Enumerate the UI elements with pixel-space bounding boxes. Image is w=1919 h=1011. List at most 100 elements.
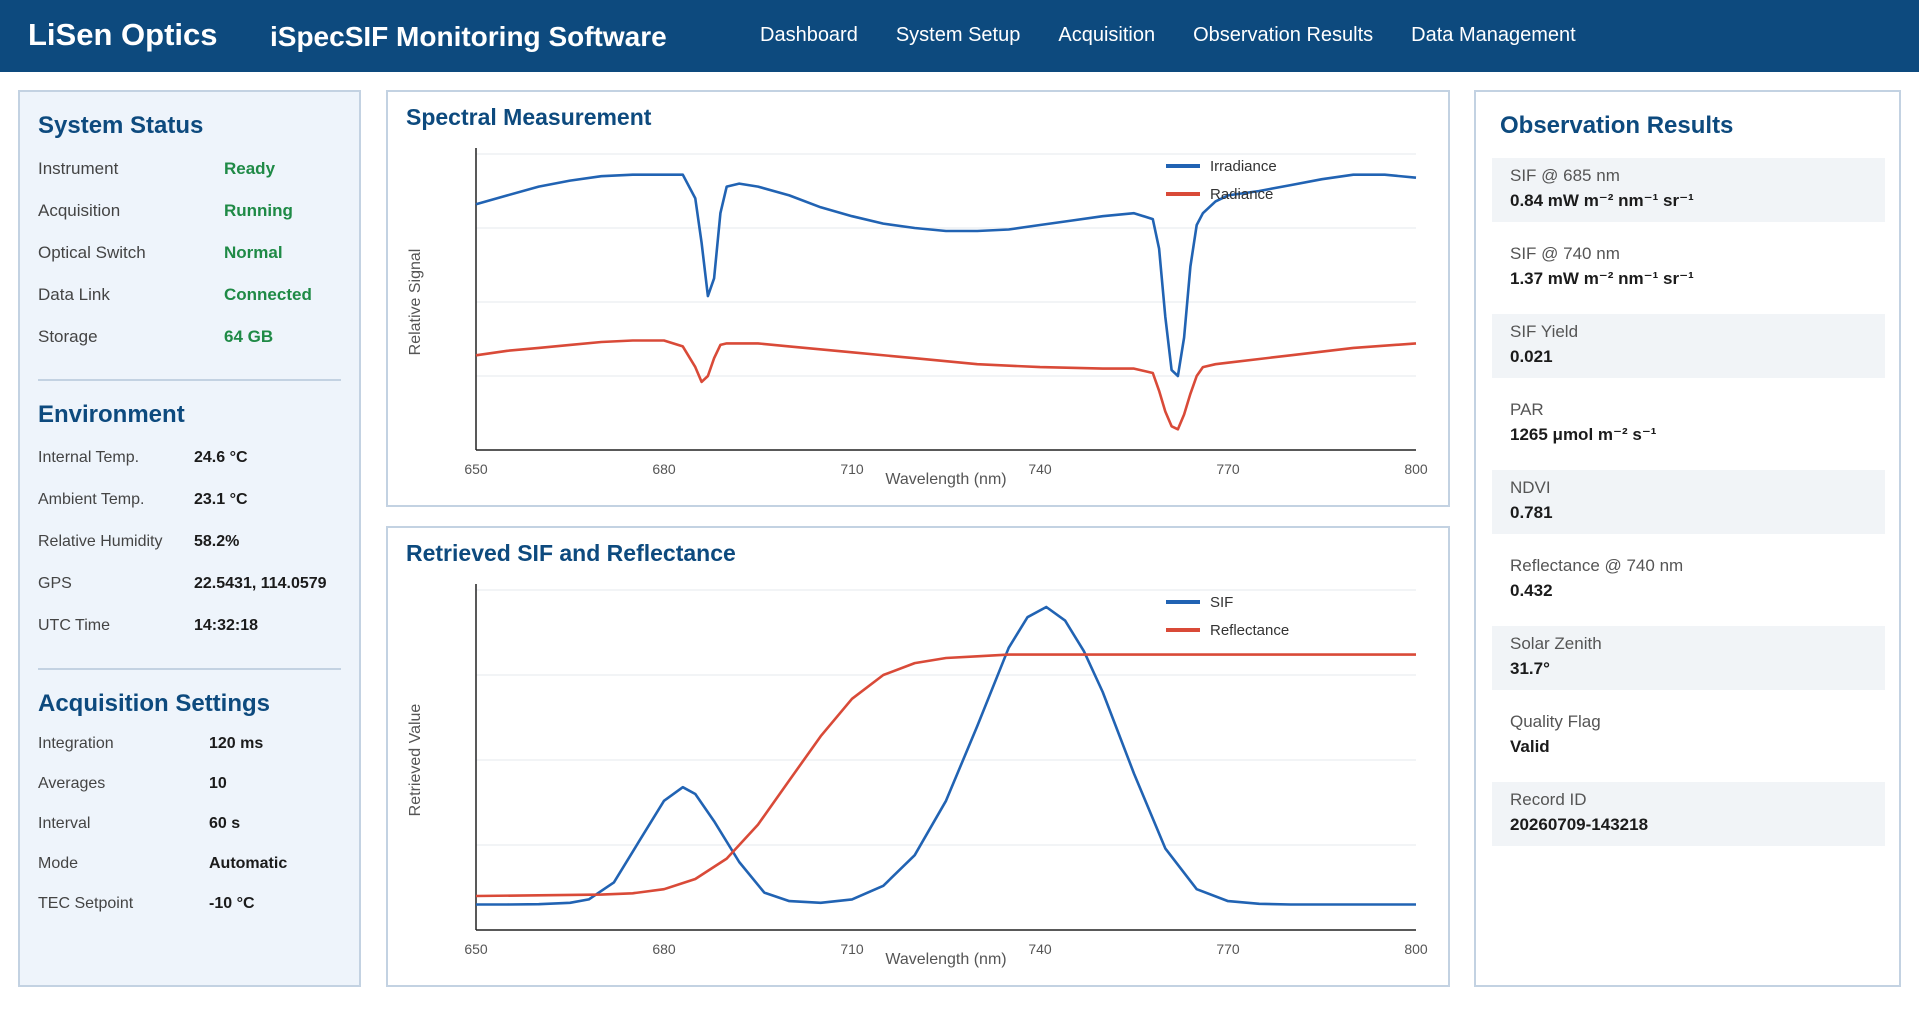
left-status-panel: System Status Instrument Ready Acquisitio… bbox=[18, 90, 361, 987]
result-label: Quality Flag bbox=[1510, 712, 1601, 731]
result-value: 1.37 mW m⁻² nm⁻¹ sr⁻¹ bbox=[1510, 269, 1694, 288]
x-tick-label: 710 bbox=[840, 941, 864, 957]
environment-value: 22.5431, 114.0579 bbox=[194, 575, 327, 592]
y-axis-label: Retrieved Value bbox=[407, 704, 424, 817]
result-card: SIF @ 685 nm 0.84 mW m⁻² nm⁻¹ sr⁻¹ bbox=[1492, 158, 1885, 222]
result-label: Solar Zenith bbox=[1510, 634, 1602, 653]
environment-value: 14:32:18 bbox=[194, 617, 259, 634]
section-divider bbox=[38, 379, 341, 381]
environment-key: GPS bbox=[38, 575, 72, 592]
result-label: NDVI bbox=[1510, 478, 1551, 497]
environment-key: Internal Temp. bbox=[38, 449, 140, 466]
environment-key: Relative Humidity bbox=[38, 533, 163, 550]
setting-row: Integration 120 ms bbox=[38, 724, 341, 764]
legend-label: Irradiance bbox=[1210, 158, 1277, 175]
environment-value: 58.2% bbox=[194, 533, 240, 550]
status-key: Storage bbox=[38, 327, 98, 346]
setting-key: TEC Setpoint bbox=[38, 895, 134, 912]
setting-key: Integration bbox=[38, 735, 114, 752]
legend-label: Reflectance bbox=[1210, 622, 1289, 639]
result-label: Reflectance @ 740 nm bbox=[1510, 556, 1684, 575]
environment-row: Internal Temp. 24.6 °C bbox=[38, 437, 341, 479]
result-value: 20260709-143218 bbox=[1510, 815, 1649, 834]
status-row: Data Link Connected bbox=[38, 274, 341, 316]
chart-title: Spectral Measurement bbox=[406, 104, 652, 130]
x-tick-label: 770 bbox=[1216, 461, 1240, 477]
setting-value: 60 s bbox=[209, 815, 241, 832]
x-tick-label: 800 bbox=[1404, 461, 1428, 477]
status-key: Instrument bbox=[38, 159, 119, 178]
legend-label: Radiance bbox=[1210, 186, 1273, 203]
result-card: Solar Zenith 31.7° bbox=[1492, 626, 1885, 690]
status-value: 64 GB bbox=[224, 327, 274, 346]
environment-list: Internal Temp. 24.6 °C Ambient Temp. 23.1 … bbox=[38, 437, 341, 647]
x-axis-label: Wavelength (nm) bbox=[885, 471, 1006, 488]
result-value: 0.84 mW m⁻² nm⁻¹ sr⁻¹ bbox=[1510, 191, 1694, 210]
nav-data-management[interactable]: Data Management bbox=[1411, 24, 1576, 46]
result-label: Record ID bbox=[1510, 790, 1587, 809]
series-line-sif bbox=[476, 605, 1416, 906]
chart-title: Retrieved SIF and Reflectance bbox=[406, 540, 736, 566]
result-label: PAR bbox=[1510, 400, 1544, 419]
app-title: iSpecSIF Monitoring Software bbox=[270, 21, 667, 52]
status-row: Storage 64 GB bbox=[38, 316, 341, 358]
result-label: SIF @ 685 nm bbox=[1510, 166, 1620, 185]
x-tick-label: 800 bbox=[1404, 941, 1428, 957]
result-card: PAR 1265 μmol m⁻² s⁻¹ bbox=[1492, 392, 1885, 456]
setting-value: 120 ms bbox=[209, 735, 264, 752]
result-value: 0.781 bbox=[1510, 503, 1553, 522]
environment-row: GPS 22.5431, 114.0579 bbox=[38, 563, 341, 605]
setting-value: -10 °C bbox=[209, 895, 255, 912]
observation-results-title: Observation Results bbox=[1500, 112, 1734, 139]
x-tick-label: 680 bbox=[652, 461, 676, 477]
spectral-measurement-chart: 650 680 710 740 770 800 Wavelength (nm) Relativ… bbox=[407, 148, 1428, 488]
environment-value: 23.1 °C bbox=[194, 491, 248, 508]
top-navigation-bar: LiSen Optics iSpecSIF Monitoring Softwar… bbox=[0, 0, 1919, 72]
setting-key: Mode bbox=[38, 855, 79, 872]
status-value: Ready bbox=[224, 159, 276, 178]
series-line-irradiance bbox=[475, 173, 1417, 378]
nav-acquisition[interactable]: Acquisition bbox=[1058, 24, 1156, 46]
status-key: Acquisition bbox=[38, 201, 121, 220]
setting-row: TEC Setpoint -10 °C bbox=[38, 884, 341, 924]
setting-row: Averages 10 bbox=[38, 764, 341, 804]
series-line-reflectance bbox=[475, 653, 1416, 898]
legend-label: SIF bbox=[1210, 594, 1233, 611]
nav-system-setup[interactable]: System Setup bbox=[895, 24, 1021, 46]
y-axis-label: Relative Signal bbox=[407, 249, 424, 356]
result-card: Reflectance @ 740 nm 0.432 bbox=[1492, 548, 1885, 612]
setting-row: Interval 60 s bbox=[38, 804, 341, 844]
status-row: Acquisition Running bbox=[38, 190, 341, 232]
x-tick-label: 650 bbox=[464, 941, 488, 957]
result-label: SIF @ 740 nm bbox=[1510, 244, 1620, 263]
section-divider bbox=[38, 668, 341, 670]
x-tick-label: 650 bbox=[464, 461, 488, 477]
result-card: Record ID 20260709-143218 bbox=[1492, 782, 1885, 846]
setting-key: Interval bbox=[38, 815, 91, 832]
environment-value: 24.6 °C bbox=[194, 449, 248, 466]
status-value: Running bbox=[224, 201, 293, 220]
retrieved-sif-panel: Retrieved SIF and Reflectance 650 680 710 7… bbox=[386, 526, 1450, 987]
spectral-measurement-panel: Spectral Measurement 650 680 710 740 770 800 W… bbox=[386, 90, 1450, 507]
status-key: Data Link bbox=[38, 285, 110, 304]
status-value: Connected bbox=[224, 285, 312, 304]
result-card: NDVI 0.781 bbox=[1492, 470, 1885, 534]
setting-value: 10 bbox=[209, 775, 227, 792]
environment-key: Ambient Temp. bbox=[38, 491, 145, 508]
x-tick-label: 740 bbox=[1028, 461, 1052, 477]
brand-logo[interactable]: LiSen Optics bbox=[28, 17, 218, 52]
result-card: SIF Yield 0.021 bbox=[1492, 314, 1885, 378]
retrieved-sif-chart: 650 680 710 740 770 800 Wavelength (nm) Retriev… bbox=[407, 584, 1428, 968]
status-row: Optical Switch Normal bbox=[38, 232, 341, 274]
result-value: 0.432 bbox=[1510, 581, 1553, 600]
environment-row: Ambient Temp. 23.1 °C bbox=[38, 479, 341, 521]
system-status-title: System Status bbox=[38, 112, 204, 139]
series-line-radiance bbox=[475, 339, 1417, 431]
x-tick-label: 710 bbox=[840, 461, 864, 477]
result-card: Quality Flag Valid bbox=[1492, 704, 1885, 768]
environment-title: Environment bbox=[38, 401, 185, 428]
x-tick-label: 680 bbox=[652, 941, 676, 957]
setting-key: Averages bbox=[38, 775, 106, 792]
nav-dashboard[interactable]: Dashboard bbox=[760, 24, 858, 46]
nav-observation-results[interactable]: Observation Results bbox=[1193, 24, 1374, 46]
